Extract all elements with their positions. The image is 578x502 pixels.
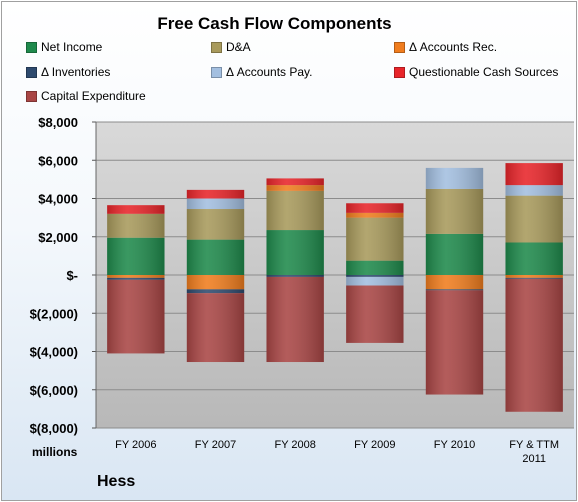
legend-swatch: [394, 66, 405, 78]
legend-questionable-cash: Questionable Cash Sources: [394, 65, 558, 79]
bar-segment-shade: [505, 275, 563, 278]
bar-segment-shade: [425, 289, 484, 291]
bar-segment-shade: [425, 188, 484, 234]
bar-segment-shade: [346, 276, 404, 286]
x-tick-label: 2011: [522, 453, 546, 465]
legend-swatch: [394, 41, 405, 53]
bar-segment-shade: [346, 212, 404, 218]
bar-segment-shade: [107, 205, 165, 214]
bar-segment-shade: [266, 230, 324, 275]
x-tick-label: FY 2007: [195, 439, 236, 451]
legend-accounts-pay: Δ Accounts Pay.: [211, 65, 313, 79]
bar-segment-shade: [505, 163, 563, 186]
legend-swatch: [211, 41, 222, 53]
bar-segment-shade: [505, 195, 563, 243]
y-tick-label: $(8,000): [30, 421, 78, 436]
y-tick-label: $2,000: [38, 230, 78, 245]
legend-swatch: [211, 66, 222, 78]
legend-label: Questionable Cash Sources: [409, 65, 559, 79]
y-tick-label: $8,000: [38, 115, 78, 130]
bar-segment-shade: [505, 242, 563, 275]
bar-segment-shade: [266, 276, 324, 363]
y-tick-label: $6,000: [38, 153, 78, 168]
bar-segment-shade: [107, 277, 165, 280]
bar-segment-shade: [107, 237, 165, 275]
bar-segment-shade: [266, 190, 324, 231]
legend-da: D&A: [211, 40, 251, 54]
bar-segment-shade: [186, 198, 245, 210]
legend-swatch: [26, 66, 37, 78]
x-tick-label: FY 2006: [115, 439, 156, 451]
bar-segment-shade: [266, 185, 324, 191]
bar-segment-shade: [346, 217, 404, 261]
bar-segment-shade: [425, 290, 484, 395]
x-tick-label: FY 2008: [274, 439, 315, 451]
y-tick-label: $(6,000): [30, 383, 78, 398]
y-tick-label: $(4,000): [30, 345, 78, 360]
bar-segment-shade: [186, 289, 245, 294]
bar-segment-shade: [107, 213, 165, 238]
bar-segment-shade: [186, 189, 245, 199]
legend-label: Δ Accounts Rec.: [409, 40, 498, 54]
legend-swatch: [26, 90, 37, 102]
legend-inventories: Δ Inventories: [26, 65, 110, 79]
bar-segment-shade: [346, 203, 404, 213]
y-tick-label: $4,000: [38, 192, 78, 207]
bar-segment-shade: [107, 279, 165, 354]
bar-segment-shade: [425, 233, 484, 275]
x-tick-label: FY 2010: [434, 439, 475, 451]
y-tick-label: $(2,000): [30, 306, 78, 321]
bar-segment-shade: [186, 275, 245, 290]
legend-label: D&A: [226, 40, 251, 54]
bar-segment-shade: [505, 278, 563, 412]
legend-label: Capital Expenditure: [41, 89, 146, 103]
legend-net-income: Net Income: [26, 40, 102, 54]
bar-segment-shade: [425, 167, 484, 189]
bar-segment-shade: [505, 277, 563, 279]
x-tick-label: FY & TTM: [509, 439, 559, 451]
legend-accounts-rec: Δ Accounts Rec.: [394, 40, 497, 54]
bar-segment-shade: [186, 209, 245, 240]
units-label: millions: [32, 445, 78, 459]
bar-segment-shade: [186, 239, 245, 275]
bar-segment-shade: [266, 275, 324, 277]
legend-swatch: [26, 41, 37, 53]
bar-segment-shade: [346, 285, 404, 343]
legend-capex: Capital Expenditure: [26, 89, 146, 103]
legend-label: Net Income: [41, 40, 103, 54]
legend-label: Δ Inventories: [41, 65, 111, 79]
company-label: Hess: [97, 473, 136, 490]
bar-segment-shade: [186, 293, 245, 363]
bar-segment-shade: [505, 185, 563, 196]
y-tick-label: $-: [66, 268, 78, 283]
chart-title: Free Cash Flow Components: [157, 14, 392, 33]
bar-segment-shade: [266, 178, 324, 186]
bar-segment-shade: [425, 275, 484, 290]
bar-segment-shade: [346, 275, 404, 277]
bar-segment-shade: [107, 275, 165, 278]
bar-segment-shade: [346, 260, 404, 275]
x-tick-label: FY 2009: [354, 439, 395, 451]
legend-label: Δ Accounts Pay.: [226, 65, 313, 79]
